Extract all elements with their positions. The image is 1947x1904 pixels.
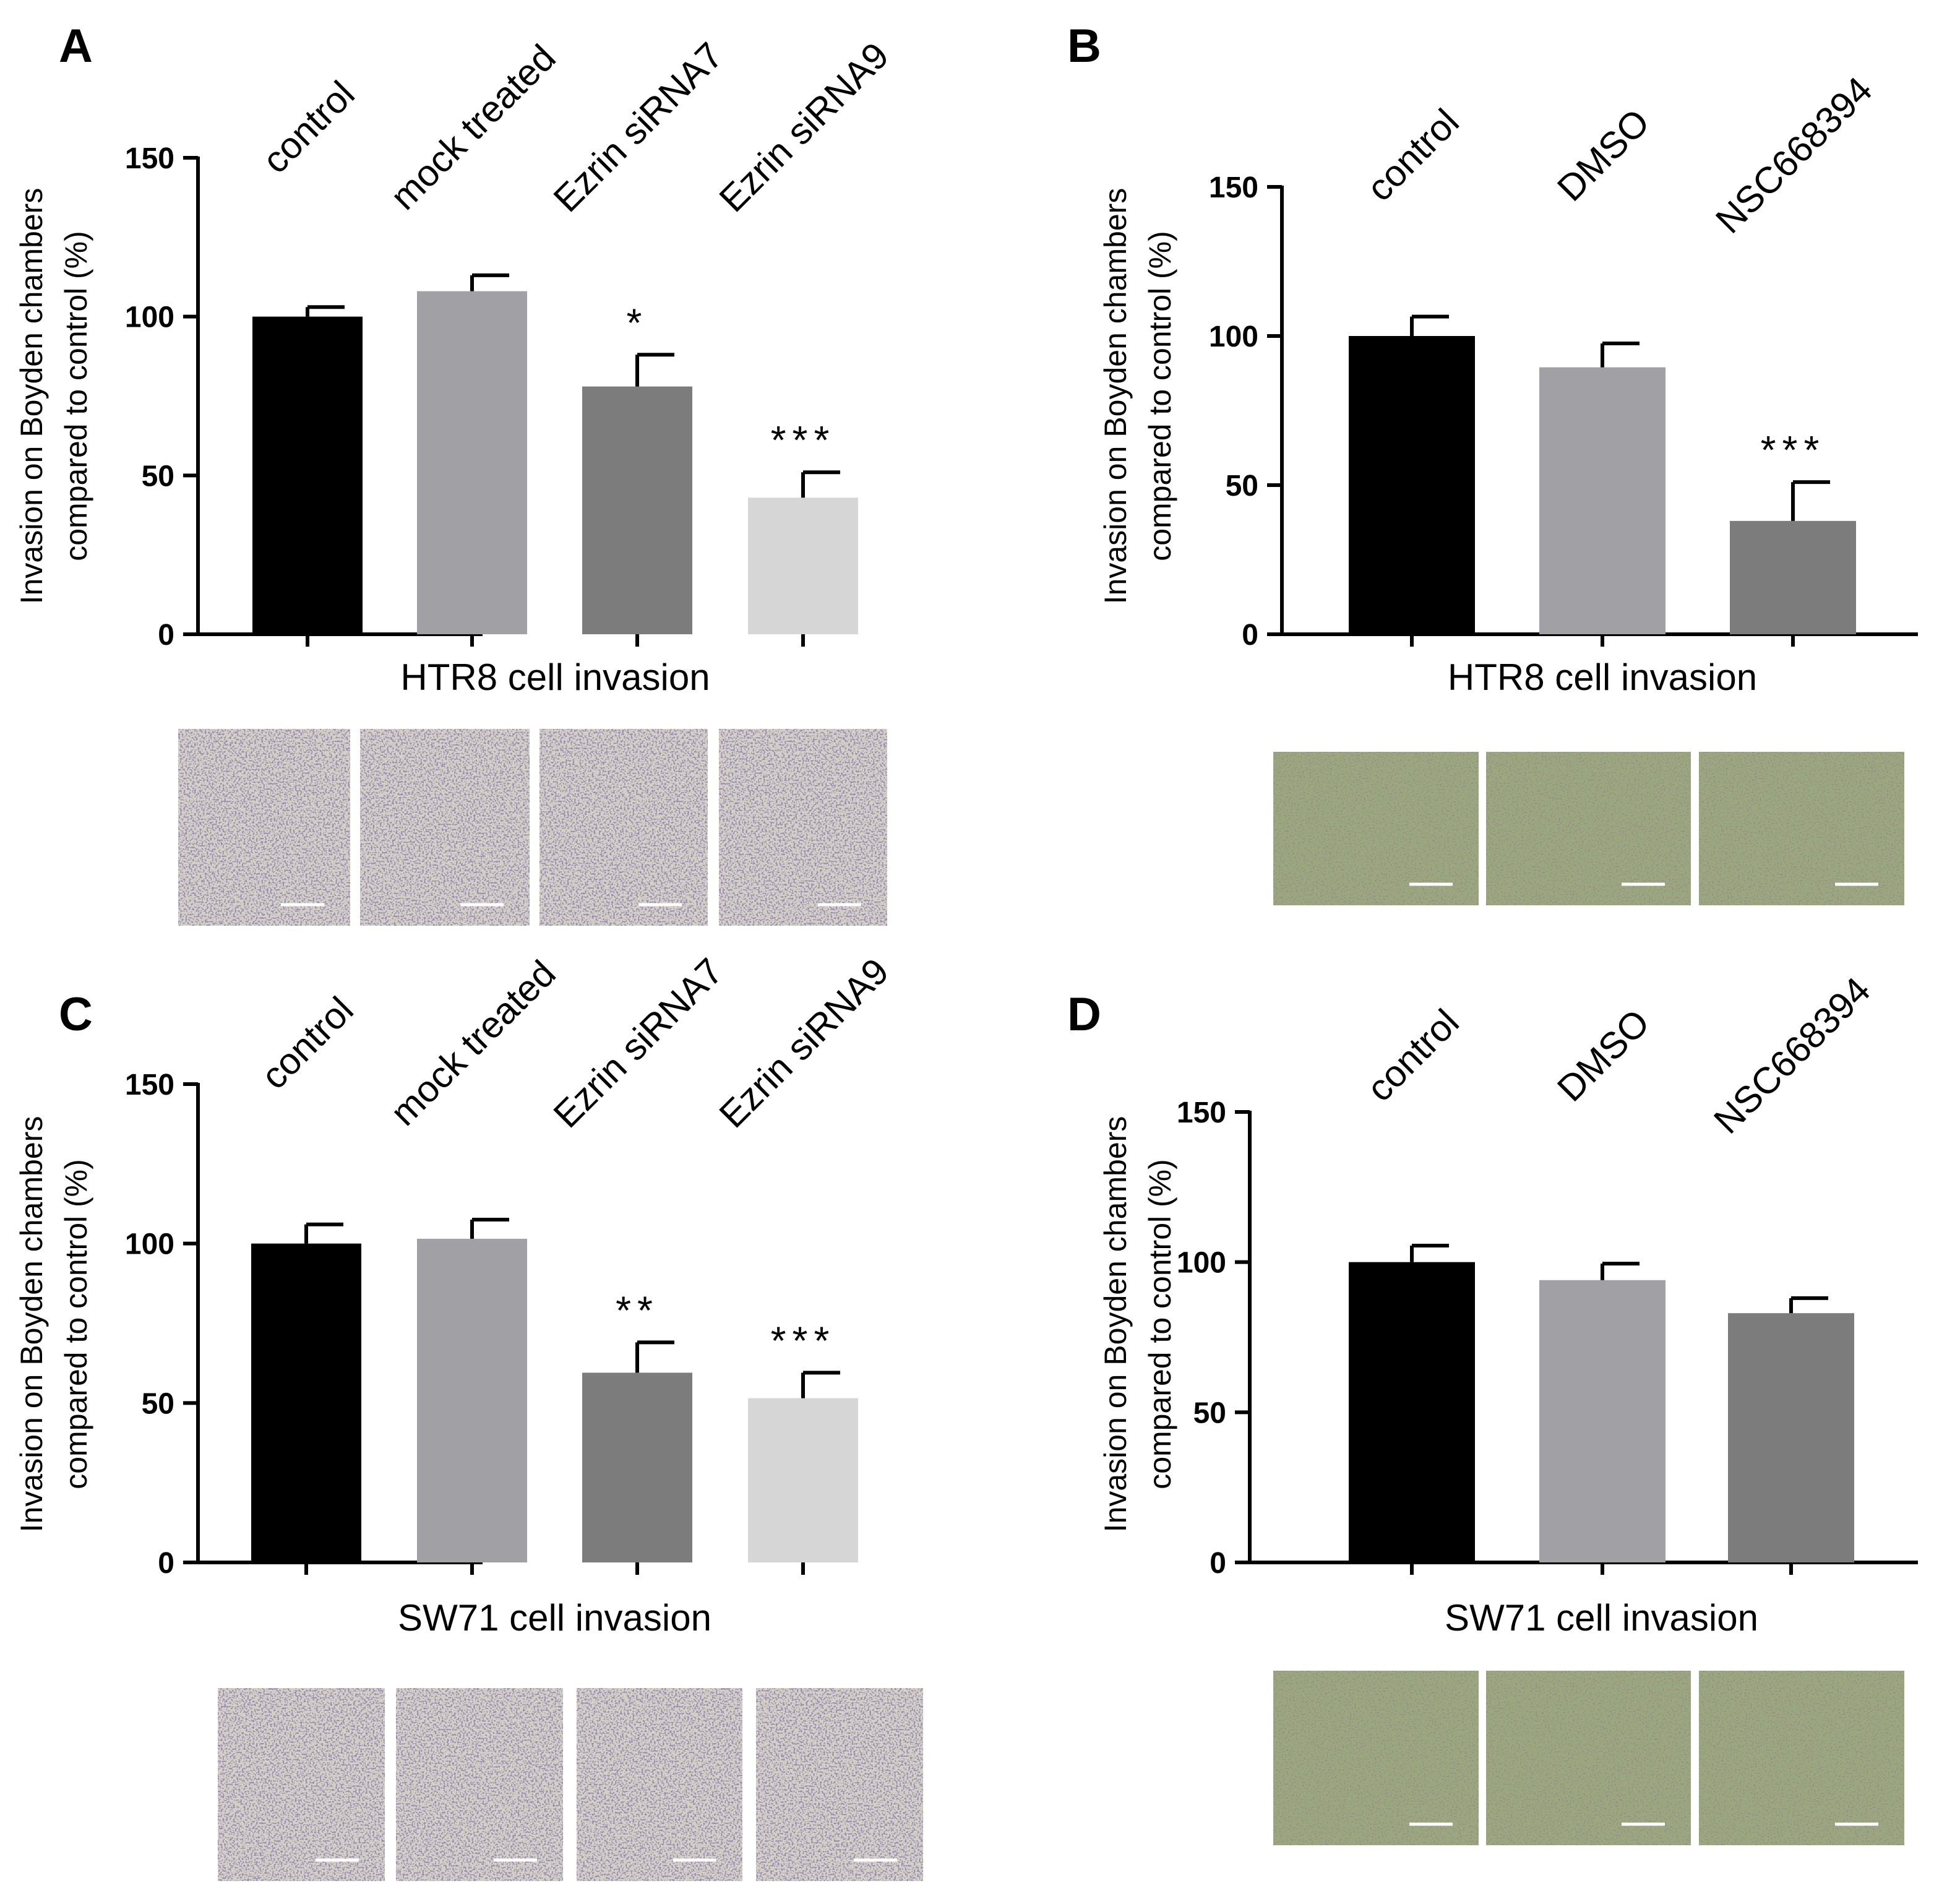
panel-a: A 0 50 100 150 Invasion on Boyden chambers com…	[14, 20, 896, 926]
y-tick-label: 50	[1226, 470, 1258, 502]
category-label: DMSO	[1549, 101, 1657, 209]
y-axis-label-line2: compared to control (%)	[59, 231, 93, 561]
micrograph-image	[1273, 1671, 1479, 1845]
micrograph-cells	[1273, 752, 1479, 905]
y-tick-label: 100	[1209, 321, 1258, 353]
category-label: control	[253, 989, 361, 1097]
bar-2	[1539, 367, 1665, 634]
micrograph-image	[218, 1688, 385, 1881]
micrograph-cells	[1486, 752, 1691, 905]
category-label: mock treated	[382, 37, 564, 218]
y-tick-label: 0	[1210, 1547, 1226, 1580]
y-axis-label-line1: Invasion on Boyden chambers	[14, 1116, 49, 1533]
significance-marker: ***	[1761, 428, 1826, 472]
micrograph-image	[178, 729, 350, 926]
y-axis-label-line1: Invasion on Boyden chambers	[1098, 188, 1133, 605]
bar-3	[582, 386, 692, 634]
y-axis-label-line1: Invasion on Boyden chambers	[1098, 1116, 1133, 1533]
category-label: Ezrin siRNA7	[546, 35, 731, 220]
significance-marker: ***	[771, 418, 836, 462]
category-label: NSC668394	[1706, 969, 1878, 1142]
micrograph-image	[719, 729, 887, 926]
micrograph-cells	[1699, 752, 1904, 905]
micrograph-image	[756, 1688, 923, 1881]
micrograph-image	[577, 1688, 742, 1881]
panel-b: B 0 50 100 150 Invasion on Boyden chambers com…	[1067, 20, 1918, 905]
micrograph-cells	[719, 729, 887, 926]
micrograph-cells	[577, 1688, 742, 1881]
significance-marker: ***	[771, 1318, 836, 1363]
bar-2	[417, 291, 527, 635]
micrograph-image	[1486, 752, 1691, 905]
micrograph-image	[396, 1688, 563, 1881]
micrograph-image	[1273, 752, 1479, 905]
significance-marker: *	[627, 300, 648, 345]
y-tick-label: 100	[1177, 1247, 1226, 1280]
micrograph-cells	[756, 1688, 923, 1881]
category-label: Ezrin siRNA9	[711, 35, 897, 220]
y-tick-label: 100	[125, 1228, 174, 1261]
y-axis-label-line1: Invasion on Boyden chambers	[14, 188, 49, 605]
micrograph-cells	[1273, 1671, 1479, 1845]
micrograph-image	[539, 729, 708, 926]
category-label: NSC668394	[1708, 69, 1880, 241]
y-tick-label: 50	[142, 460, 174, 493]
y-tick-label: 0	[158, 1547, 174, 1580]
category-label: DMSO	[1549, 1001, 1657, 1109]
bar-1	[1349, 1262, 1475, 1562]
x-axis-title: HTR8 cell invasion	[400, 657, 710, 698]
category-label: control	[1359, 1001, 1467, 1109]
bar-3	[1728, 1313, 1854, 1562]
micrograph-cells	[360, 729, 530, 926]
category-label: Ezrin siRNA9	[711, 950, 897, 1136]
x-axis-title: SW71 cell invasion	[398, 1597, 711, 1639]
panel-letter: C	[59, 988, 93, 1041]
category-label: Ezrin siRNA7	[546, 950, 731, 1136]
micrograph-image	[1699, 752, 1904, 905]
significance-marker: **	[616, 1288, 659, 1332]
y-tick-label: 100	[125, 301, 174, 334]
y-axis-label-line2: compared to control (%)	[59, 1159, 93, 1489]
micrograph-cells	[1699, 1671, 1904, 1845]
category-label: control	[254, 73, 363, 181]
y-tick-label: 50	[1193, 1397, 1226, 1429]
y-tick-label: 50	[142, 1387, 174, 1420]
category-label: mock treated	[382, 952, 564, 1134]
y-axis-label-line2: compared to control (%)	[1143, 1159, 1177, 1489]
panel-letter: A	[59, 20, 93, 72]
bar-1	[252, 316, 363, 635]
micrograph-cells	[396, 1688, 563, 1881]
category-label: control	[1359, 101, 1467, 209]
micrograph-cells	[1486, 1671, 1691, 1845]
micrograph-cells	[218, 1688, 385, 1881]
micrograph-image	[1486, 1671, 1691, 1845]
bar-2	[1539, 1280, 1665, 1562]
y-tick-label: 150	[125, 142, 174, 175]
y-tick-label: 150	[1209, 171, 1258, 204]
y-axis-label-line2: compared to control (%)	[1143, 231, 1177, 561]
panel-letter: D	[1067, 988, 1101, 1041]
panel-c: C 0 50 100 150 Invasion on Boyden chambers com…	[14, 950, 923, 1881]
y-tick-label: 0	[1242, 619, 1258, 652]
x-axis-title: SW71 cell invasion	[1445, 1597, 1758, 1639]
panel-d: D 0 50 100 150 Invasion on Boyden chambers com…	[1067, 969, 1918, 1845]
bar-1	[1349, 336, 1475, 634]
bar-3	[582, 1372, 692, 1562]
micrograph-cells	[539, 729, 708, 926]
bar-2	[417, 1238, 527, 1562]
bar-3	[1730, 520, 1856, 634]
y-tick-label: 0	[158, 619, 174, 652]
panel-letter: B	[1067, 20, 1101, 72]
x-axis-title: HTR8 cell invasion	[1448, 657, 1757, 698]
micrograph-image	[360, 729, 530, 926]
micrograph-cells	[178, 729, 350, 926]
bar-4	[748, 1398, 858, 1562]
bar-4	[748, 498, 858, 634]
y-tick-label: 150	[125, 1069, 174, 1101]
y-tick-label: 150	[1177, 1096, 1226, 1129]
micrograph-image	[1699, 1671, 1904, 1845]
bar-1	[251, 1243, 361, 1562]
